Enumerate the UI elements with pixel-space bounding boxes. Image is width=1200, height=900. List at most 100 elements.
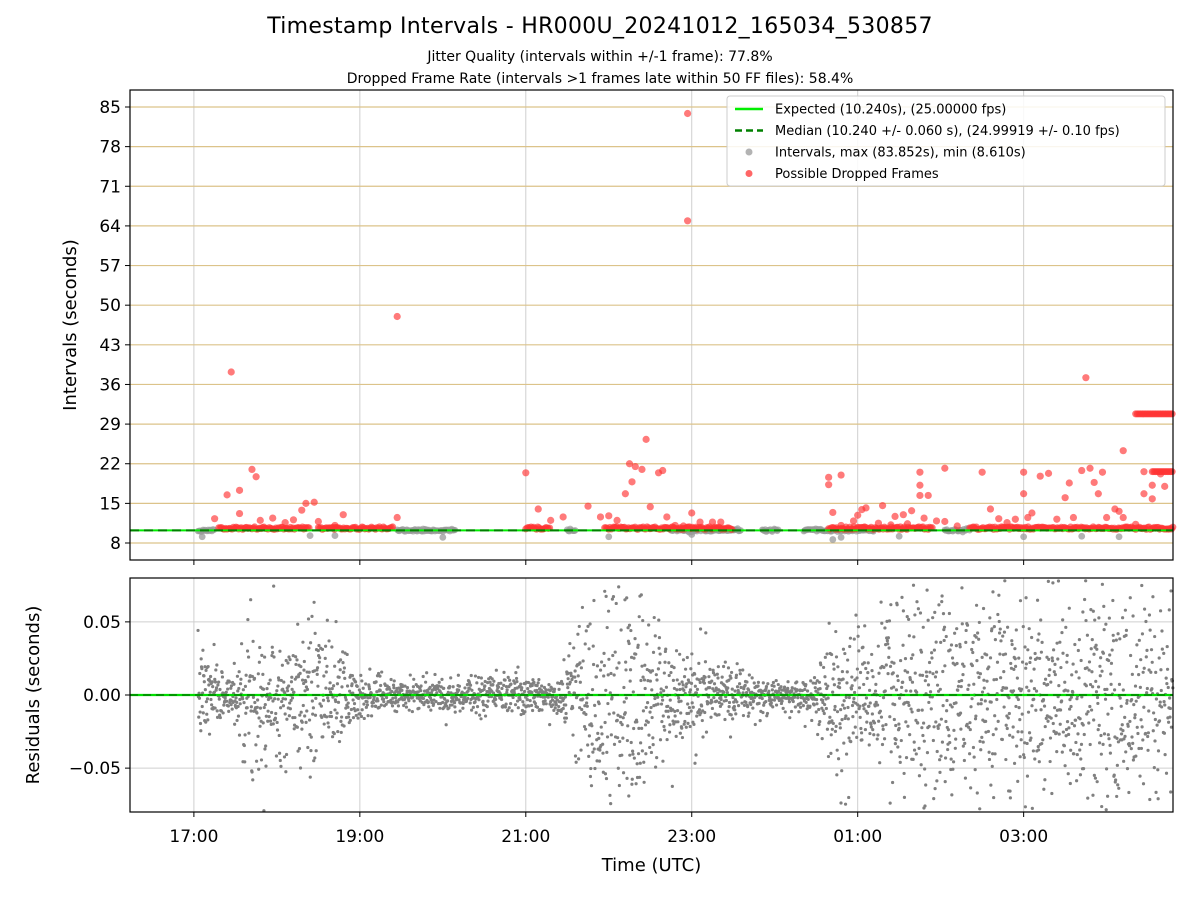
- residual-point: [481, 703, 486, 707]
- dropped-frame-point: [679, 522, 688, 530]
- residual-point: [997, 619, 1001, 624]
- residual-point: [201, 648, 205, 652]
- residual-point: [973, 717, 978, 721]
- residual-point: [303, 714, 307, 718]
- residual-point: [804, 682, 808, 687]
- residual-point: [242, 701, 246, 705]
- residual-point: [687, 711, 691, 715]
- residual-point: [543, 695, 547, 699]
- residual-point: [544, 688, 548, 692]
- residual-point: [905, 670, 910, 674]
- residual-point: [592, 598, 596, 603]
- residual-point: [415, 684, 420, 688]
- residual-point: [298, 713, 302, 717]
- residual-point: [801, 704, 805, 708]
- residual-point: [236, 704, 240, 709]
- residual-point: [222, 703, 226, 707]
- residual-point: [1145, 691, 1149, 695]
- residual-point: [654, 765, 658, 769]
- residual-point: [1086, 710, 1090, 714]
- residual-point: [989, 700, 993, 704]
- residual-point: [678, 652, 682, 656]
- residual-point: [943, 756, 948, 760]
- interval-point: [306, 532, 314, 540]
- residual-point: [738, 668, 742, 672]
- residual-point: [617, 783, 621, 788]
- residual-point: [407, 699, 411, 703]
- residual-point: [1137, 638, 1141, 642]
- residual-point: [865, 676, 869, 680]
- residual-point: [987, 665, 991, 669]
- residual-point: [344, 698, 348, 702]
- residual-point: [1116, 632, 1120, 636]
- residual-point: [1134, 664, 1139, 669]
- residual-point: [1081, 610, 1085, 614]
- residual-point: [1098, 741, 1102, 745]
- residual-point: [1084, 579, 1088, 583]
- residual-point: [912, 748, 917, 752]
- residual-point: [272, 584, 276, 588]
- residual-point: [256, 698, 260, 702]
- residual-point: [1030, 704, 1034, 708]
- residual-point: [990, 764, 994, 768]
- residual-point: [982, 678, 986, 682]
- residual-point: [1129, 653, 1133, 658]
- residual-point: [922, 721, 926, 725]
- dropped-frame-point: [1044, 469, 1053, 477]
- residual-point: [1163, 703, 1167, 707]
- residual-point: [321, 735, 325, 739]
- residual-point: [764, 700, 768, 704]
- residual-point: [411, 685, 416, 689]
- residual-point: [1115, 763, 1119, 767]
- residual-point: [628, 668, 633, 672]
- residual-point: [566, 685, 570, 690]
- residual-point: [1140, 632, 1145, 636]
- residual-point: [997, 631, 1002, 635]
- residual-point: [917, 708, 921, 712]
- residual-point: [659, 687, 663, 691]
- residual-point: [894, 688, 899, 692]
- residual-point: [974, 714, 978, 718]
- residual-point: [469, 673, 473, 678]
- residual-point: [850, 703, 855, 708]
- residual-point: [660, 698, 665, 702]
- residual-point: [592, 747, 596, 751]
- residual-point: [942, 628, 946, 632]
- residual-point: [264, 714, 268, 718]
- residual-point: [1148, 628, 1152, 632]
- legend-label-1: Median (10.240 +/- 0.060 s), (24.99919 +…: [775, 124, 1120, 139]
- residual-point: [645, 642, 649, 646]
- residual-point: [1050, 656, 1054, 660]
- residual-point: [334, 699, 338, 704]
- residual-point: [268, 678, 272, 682]
- residual-point: [199, 657, 203, 661]
- residual-point: [921, 733, 925, 738]
- residual-point: [849, 739, 853, 744]
- residual-point: [1072, 752, 1076, 756]
- residual-point: [1056, 579, 1061, 583]
- residual-point: [914, 752, 918, 756]
- residual-point: [568, 680, 572, 684]
- residual-point: [618, 715, 623, 719]
- residual-point: [808, 704, 812, 708]
- residual-point: [1020, 712, 1024, 716]
- residual-point: [1140, 583, 1144, 588]
- residual-point: [1058, 722, 1062, 726]
- residual-point: [774, 703, 779, 707]
- residual-point: [1027, 627, 1031, 631]
- residual-point: [482, 708, 486, 712]
- residual-point: [851, 715, 855, 719]
- residual-point: [223, 696, 227, 700]
- residual-point: [437, 684, 441, 688]
- residual-point: [488, 680, 492, 684]
- residual-point: [429, 708, 433, 712]
- residual-point: [1109, 682, 1113, 686]
- residual-point: [844, 714, 848, 718]
- residual-point: [291, 654, 295, 658]
- residual-point: [980, 735, 984, 739]
- residual-point: [684, 725, 688, 729]
- residual-point: [633, 637, 637, 641]
- dropped-frame-point: [393, 312, 401, 321]
- residual-point: [1149, 648, 1154, 652]
